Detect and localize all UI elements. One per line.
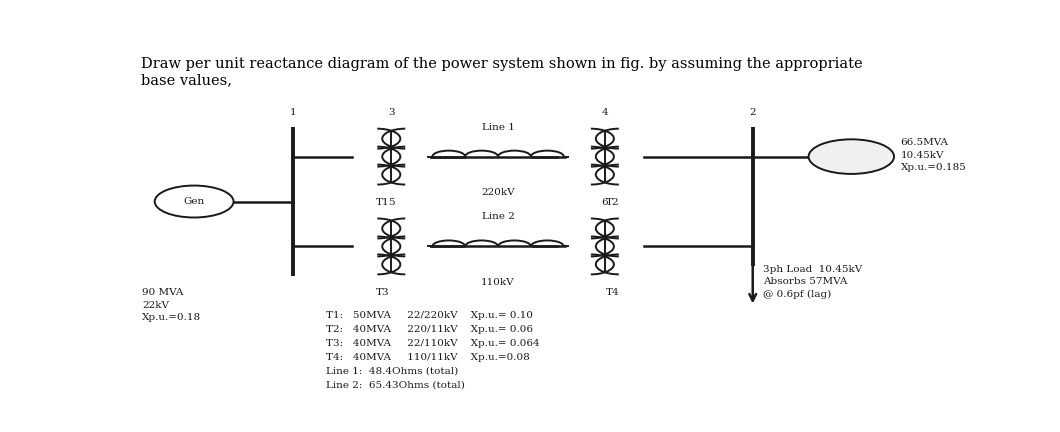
Text: 5: 5 <box>388 197 394 206</box>
Text: 66.5MVA
10.45kV
Xp.u.=0.185: 66.5MVA 10.45kV Xp.u.=0.185 <box>901 138 967 172</box>
Text: 4: 4 <box>602 108 608 117</box>
Text: 110kV: 110kV <box>481 278 515 287</box>
Text: 2: 2 <box>749 108 756 117</box>
Text: 3ph Load  10.45kV
Absorbs 57MVA
@ 0.6pf (lag): 3ph Load 10.45kV Absorbs 57MVA @ 0.6pf (… <box>762 265 862 299</box>
Text: T3: T3 <box>376 288 390 297</box>
Text: 1: 1 <box>289 108 296 117</box>
Text: 3: 3 <box>388 108 394 117</box>
Text: Line 1: Line 1 <box>481 123 514 132</box>
Text: 220kV: 220kV <box>481 188 515 197</box>
Text: T4: T4 <box>606 288 620 297</box>
Text: 90 MVA
22kV
Xp.u.=0.18: 90 MVA 22kV Xp.u.=0.18 <box>142 288 201 322</box>
Text: 6: 6 <box>602 197 608 206</box>
Text: T1: T1 <box>376 198 390 207</box>
Text: Motor: Motor <box>835 152 867 161</box>
Text: Draw per unit reactance diagram of the power system shown in fig. by assuming th: Draw per unit reactance diagram of the p… <box>141 57 863 71</box>
Text: Line 2: Line 2 <box>481 213 514 222</box>
Text: T1:   50MVA     22/220kV    Xp.u.= 0.10
T2:   40MVA     220/11kV    Xp.u.= 0.06
: T1: 50MVA 22/220kV Xp.u.= 0.10 T2: 40MVA… <box>325 311 540 390</box>
Text: T2: T2 <box>606 198 620 207</box>
Text: Gen: Gen <box>183 197 205 206</box>
Circle shape <box>809 140 894 174</box>
Text: base values,: base values, <box>141 73 232 87</box>
